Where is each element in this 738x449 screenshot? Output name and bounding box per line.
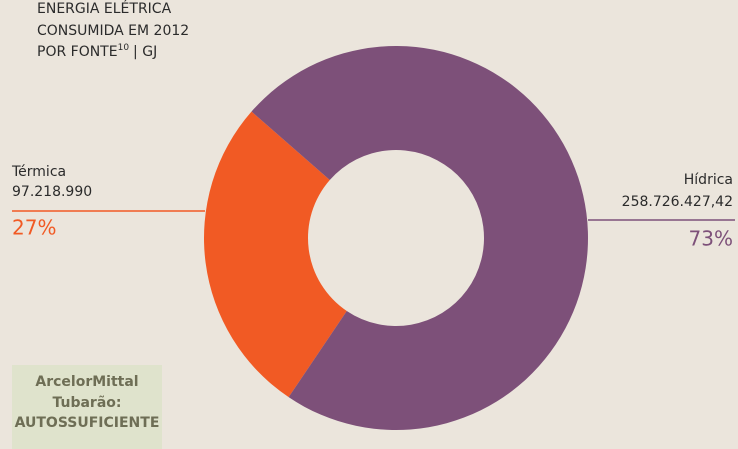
slice-label: Hídrica bbox=[684, 172, 733, 188]
chart-title: CONSUMIDA EM 2012 bbox=[37, 23, 189, 39]
slice-label: Térmica bbox=[11, 164, 66, 180]
value-label: 27% bbox=[12, 216, 56, 240]
note: ArcelorMittal bbox=[35, 374, 138, 390]
amount-label: 97.218.990 bbox=[12, 184, 92, 200]
value-label: 73% bbox=[689, 227, 733, 251]
note-box bbox=[12, 365, 162, 449]
chart-title: POR FONTE10 | GJ bbox=[37, 43, 157, 61]
note: Tubarão: bbox=[52, 395, 121, 411]
chart-title: POR FONTE bbox=[37, 44, 118, 60]
donut-slice bbox=[251, 45, 589, 430]
amount-label: 258.726.427,42 bbox=[622, 194, 733, 210]
chart-title: ENERGIA ELÉTRICA bbox=[37, 0, 172, 17]
footnote: 10 bbox=[118, 43, 130, 53]
note: AUTOSSUFICIENTE bbox=[15, 415, 160, 431]
donut-slice bbox=[203, 111, 347, 398]
unit: | GJ bbox=[133, 44, 157, 60]
